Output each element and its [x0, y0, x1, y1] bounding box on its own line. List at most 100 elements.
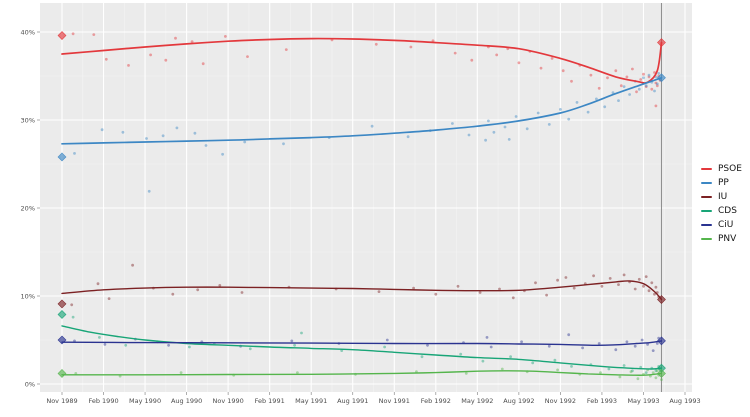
poll-dot-ciu	[614, 348, 618, 352]
poll-dot-ciu	[640, 338, 644, 342]
poll-dot-psoe	[374, 42, 378, 46]
poll-dot-ciu	[489, 345, 493, 349]
poll-dot-pp	[204, 144, 208, 147]
x-tick-label: Feb 1990	[88, 397, 118, 405]
poll-dot-cds	[509, 355, 512, 359]
poll-dot-pnv	[296, 371, 299, 374]
poll-dot-ciu	[581, 346, 584, 350]
poll-dot-ciu	[485, 336, 489, 339]
poll-dot-iu	[412, 286, 415, 290]
legend-swatch-iu	[701, 195, 712, 199]
poll-dot-psoe	[639, 78, 643, 81]
poll-dot-iu	[377, 290, 381, 293]
poll-dot-pnv	[179, 371, 183, 374]
poll-dot-cds	[570, 365, 573, 368]
poll-dot-pp	[147, 189, 151, 193]
poll-dot-ciu	[103, 343, 107, 346]
poll-dot-ciu	[290, 339, 294, 343]
poll-dot-iu	[131, 263, 135, 267]
poll-dot-pnv	[654, 376, 658, 380]
legend-item-psoe: PSOE	[701, 162, 742, 176]
poll-dot-psoe	[653, 71, 656, 74]
poll-dot-pp	[484, 138, 487, 142]
poll-dot-cds	[654, 369, 658, 373]
poll-dot-psoe	[149, 53, 153, 57]
poll-dot-pnv	[660, 378, 663, 381]
poll-dot-iu	[434, 292, 438, 296]
poll-dot-pnv	[651, 371, 655, 374]
poll-dot-pnv	[556, 368, 559, 372]
poll-dot-psoe	[431, 39, 435, 43]
legend-swatch-cds	[701, 209, 712, 213]
poll-dot-psoe	[104, 57, 108, 61]
poll-dot-cds	[293, 343, 296, 347]
election-result-1989-pp	[57, 152, 67, 162]
poll-dot-psoe	[201, 62, 205, 66]
poll-dot-pnv	[500, 367, 504, 371]
poll-dot-iu	[572, 286, 576, 290]
poll-dot-ciu	[520, 340, 523, 344]
x-tick-label: May 1991	[295, 397, 327, 405]
poll-dot-pnv	[636, 377, 640, 381]
x-tick-label: Aug 1990	[171, 397, 202, 405]
poll-dot-pnv	[464, 372, 468, 375]
poll-dot-psoe	[127, 64, 130, 67]
poll-dot-ciu	[646, 343, 649, 346]
poll-dot-ciu	[655, 342, 659, 345]
poll-dot-psoe	[606, 76, 609, 80]
x-tick-label: May 1993	[627, 397, 659, 405]
poll-dot-pp	[73, 152, 76, 155]
poll-dot-psoe	[619, 84, 623, 88]
x-tick-label: May 1990	[129, 397, 161, 405]
election-result-1993-pp	[657, 73, 666, 83]
poll-dot-pp	[622, 85, 626, 88]
poll-dot-pp	[657, 72, 661, 75]
poll-dot-iu	[196, 288, 200, 292]
poll-dot-cds	[188, 345, 191, 349]
poll-dot-psoe	[284, 48, 288, 51]
poll-dot-cds	[420, 355, 424, 359]
legend-item-pp: PP	[701, 176, 742, 190]
poll-dot-cds	[300, 331, 303, 335]
poll-dot-iu	[654, 285, 658, 289]
poll-dot-psoe	[644, 85, 648, 88]
poll-dot-ciu	[426, 343, 429, 347]
x-tick-label: Aug 1993	[669, 397, 700, 405]
poll-dot-pp	[603, 105, 607, 109]
poll-dot-iu	[600, 284, 604, 288]
poll-dot-cds	[607, 367, 611, 371]
poll-dot-iu	[107, 297, 111, 300]
poll-dot-psoe	[561, 69, 565, 73]
poll-dot-iu	[644, 275, 648, 278]
x-tick-label: Nov 1991	[379, 397, 410, 405]
poll-dot-psoe	[589, 73, 593, 77]
poll-dot-psoe	[625, 75, 629, 79]
poll-dot-iu	[240, 291, 244, 294]
legend-item-pnv: PNV	[701, 232, 742, 246]
poll-dot-pp	[492, 130, 496, 134]
poll-dot-iu	[70, 303, 74, 307]
poll-dot-cds	[459, 352, 463, 356]
y-tick-label: 20%	[21, 204, 35, 212]
poll-dot-iu	[556, 278, 559, 282]
election-result-1993-psoe	[657, 38, 666, 47]
poll-dot-cds	[631, 369, 634, 373]
poll-dot-pp	[507, 138, 511, 141]
legend-label: PP	[718, 178, 729, 188]
election-result-1989-psoe	[57, 31, 67, 40]
election-result-1989-ciu	[57, 335, 67, 345]
poll-dot-iu	[653, 292, 656, 296]
poll-dot-iu	[534, 281, 537, 285]
poll-dot-ciu	[651, 349, 655, 352]
poll-dot-iu	[592, 274, 595, 278]
poll-dot-pp	[567, 117, 571, 121]
x-tick-label: Feb 1993	[587, 397, 617, 405]
legend-label: PNV	[718, 234, 737, 244]
poll-dot-pp	[628, 93, 631, 96]
poll-dot-psoe	[224, 35, 227, 38]
poll-dot-pp	[644, 84, 648, 88]
election-result-1989-iu	[57, 299, 67, 309]
poll-dot-psoe	[635, 90, 638, 94]
poll-dot-iu	[498, 287, 501, 291]
